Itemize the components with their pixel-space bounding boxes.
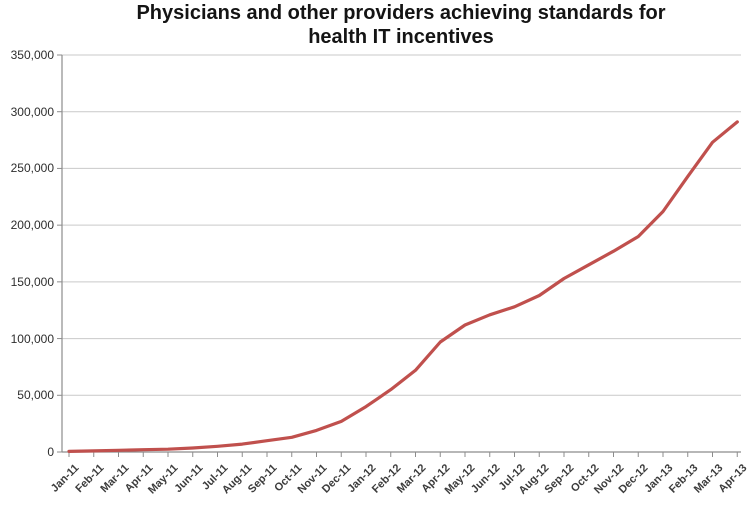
data-series-line <box>67 120 739 453</box>
chart-title: Physicians and other providers achieving… <box>62 2 740 49</box>
y-axis-label: 250,000 <box>10 161 54 176</box>
axes <box>57 54 741 457</box>
y-axis-label: 350,000 <box>10 48 54 62</box>
y-axis-label: 0 <box>47 445 54 459</box>
y-axis-label: 200,000 <box>10 218 54 233</box>
chart-title-text: Physicians and other providers achieving… <box>136 2 666 48</box>
y-axis-label: 150,000 <box>10 274 54 289</box>
gridlines <box>62 54 741 396</box>
y-axis-label: 100,000 <box>10 331 54 346</box>
y-axis-label: 50,000 <box>17 388 54 403</box>
y-axis-label: 300,000 <box>10 104 54 119</box>
